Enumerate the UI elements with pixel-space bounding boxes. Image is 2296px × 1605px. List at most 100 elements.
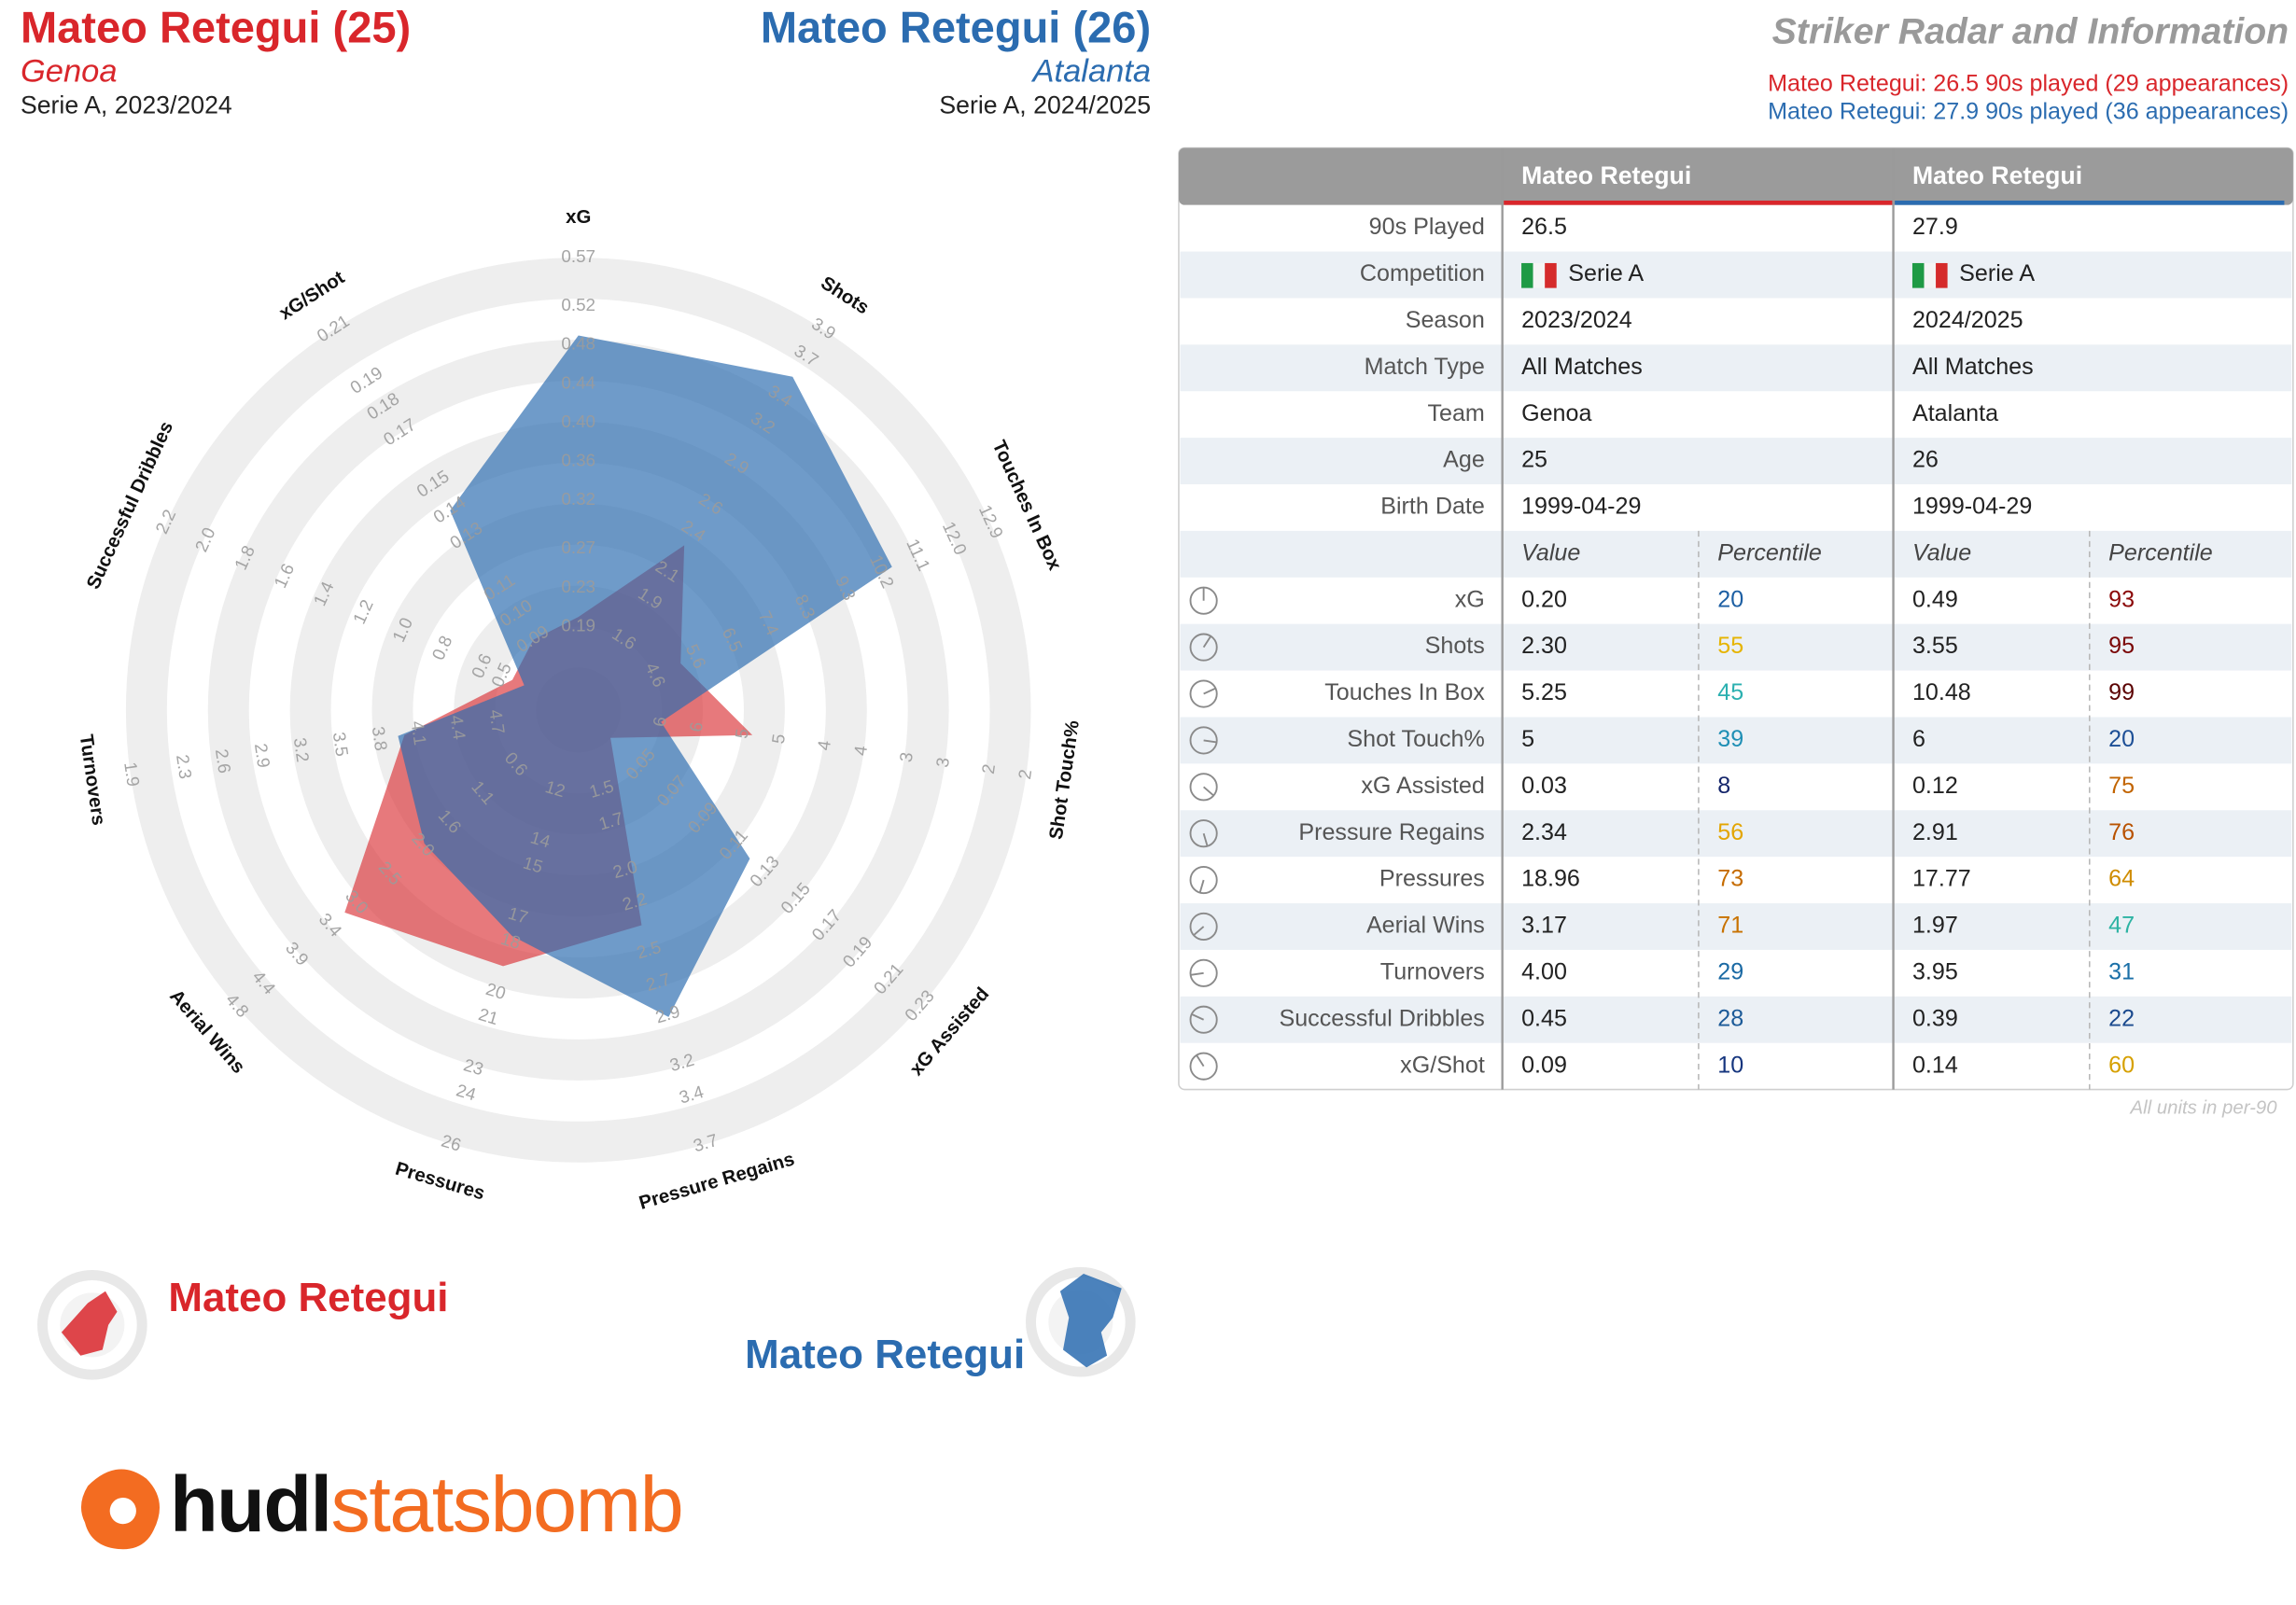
logo: hudlstatsbomb [170, 1459, 682, 1548]
stat-value: 0.14 [1912, 1052, 1958, 1078]
row-value: Serie A [1568, 260, 1644, 286]
team-name: Genoa [21, 54, 118, 90]
axis-name: xG [566, 207, 591, 228]
row-label: Successful Dribbles [1279, 1005, 1484, 1031]
tick-label: 26 [440, 1131, 464, 1155]
column-header: Mateo Retegui [1912, 161, 2082, 189]
player-name: Mateo Retegui (25) [21, 2, 411, 51]
stat-value: 4.00 [1521, 958, 1567, 984]
row-value: 26 [1912, 447, 1939, 473]
axis-name: Turnovers [76, 733, 109, 827]
row-value: Genoa [1521, 400, 1591, 426]
radar-polygons [344, 335, 892, 1017]
stat-percentile: 28 [1717, 1005, 1743, 1031]
column-color-bar [1504, 200, 1894, 205]
stat-percentile: 31 [2108, 958, 2135, 984]
row-value: 27.9 [1912, 214, 1958, 240]
tick-label: 0.52 [561, 295, 595, 314]
tick-label: 4 [814, 739, 834, 751]
season: Serie A, 2023/2024 [21, 91, 232, 119]
stat-icon [1189, 912, 1218, 942]
subtitle-line: Mateo Retegui: 27.9 90s played (36 appea… [1768, 98, 2289, 124]
stat-value: 0.20 [1521, 586, 1567, 612]
stat-icon [1189, 773, 1218, 802]
stat-icon [1189, 958, 1218, 987]
row-label: Season [1406, 307, 1485, 333]
legend-icon-ring [1025, 1266, 1136, 1377]
tick-label: 2 [978, 762, 999, 775]
stat-percentile: 56 [1717, 819, 1743, 845]
column-header: Mateo Retegui [1521, 161, 1691, 189]
stat-percentile: 64 [2108, 866, 2135, 892]
row-label: xG/Shot [1400, 1052, 1485, 1078]
tick-label: 2.9 [251, 742, 274, 769]
row-stripe [1180, 717, 2292, 764]
tick-label: 2.3 [173, 753, 196, 780]
stat-icon [1189, 1052, 1218, 1081]
stat-value: 3.17 [1521, 913, 1567, 939]
row-label: Shot Touch% [1347, 726, 1484, 752]
row-stripe [1180, 903, 2292, 950]
tick-label: 6 [686, 720, 707, 733]
row-label: xG Assisted [1361, 773, 1484, 799]
logo-icon-hole [109, 1497, 136, 1525]
row-label: Age [1443, 447, 1485, 473]
stat-percentile: 95 [2108, 633, 2135, 659]
stat-value: 2.30 [1521, 633, 1567, 659]
stat-value: 3.55 [1912, 633, 1958, 659]
tick-label: 0.27 [561, 537, 595, 557]
tick-label: 4.1 [408, 719, 431, 747]
flag-green [1911, 262, 1925, 288]
stat-icon [1189, 819, 1218, 848]
legend-name: Mateo Retegui [745, 1332, 1025, 1377]
stat-value: 2.91 [1912, 819, 1958, 845]
stat-icon-needle [1203, 687, 1216, 695]
stat-percentile: 71 [1717, 913, 1743, 939]
stat-percentile: 45 [1717, 679, 1743, 705]
stat-icon-needle [1198, 879, 1205, 893]
axis-name: Pressure Regains [637, 1149, 796, 1214]
axis-name: Shot Touch% [1046, 719, 1084, 841]
legend-icon-shape [61, 1291, 118, 1356]
player-name: Mateo Retegui (26) [761, 2, 1151, 51]
stat-icon-needle [1190, 971, 1204, 976]
stat-icon [1189, 679, 1218, 708]
tick-label: 24 [454, 1080, 478, 1104]
stat-percentile: 76 [2108, 819, 2135, 845]
row-value: 2023/2024 [1521, 307, 1632, 333]
flag-red [1545, 262, 1557, 288]
tick-label: 3.5 [329, 731, 353, 758]
stat-icon-needle [1203, 786, 1214, 797]
stat-icon [1189, 1005, 1218, 1034]
legend-icon-ring [37, 1270, 147, 1380]
tick-label: 5 [732, 727, 752, 739]
flag-white [1924, 262, 1937, 288]
row-value: All Matches [1912, 354, 2034, 380]
sub-header: Value [1912, 539, 1971, 565]
row-stripe [1180, 344, 2292, 392]
stat-percentile: 20 [2108, 726, 2135, 752]
stat-icon [1189, 726, 1218, 755]
stat-value: 0.09 [1521, 1052, 1567, 1078]
tick-label: 0.57 [561, 246, 595, 266]
stat-icon-needle [1191, 1013, 1205, 1021]
tick-label: 0.44 [561, 372, 595, 392]
row-value: 2024/2025 [1912, 307, 2023, 333]
tick-label: 2 [1015, 768, 1035, 780]
stat-value: 17.77 [1912, 866, 1971, 892]
tick-label: 0.19 [346, 363, 385, 398]
stat-percentile: 22 [2108, 1005, 2135, 1031]
row-label: Pressures [1379, 866, 1485, 892]
column-color-bar [1895, 200, 2285, 205]
stat-value: 5 [1521, 726, 1534, 752]
table-header-bg [1178, 147, 2293, 205]
tick-label: 0.36 [561, 451, 595, 470]
legend-name: Mateo Retegui [168, 1275, 448, 1320]
tick-label: 0.40 [561, 412, 595, 431]
legend-icon-shape [1059, 1273, 1122, 1368]
axis-name: Pressures [393, 1159, 487, 1205]
stat-icon-needle [1202, 832, 1209, 846]
stat-icon [1189, 866, 1218, 895]
stat-value: 0.39 [1912, 1005, 1958, 1031]
